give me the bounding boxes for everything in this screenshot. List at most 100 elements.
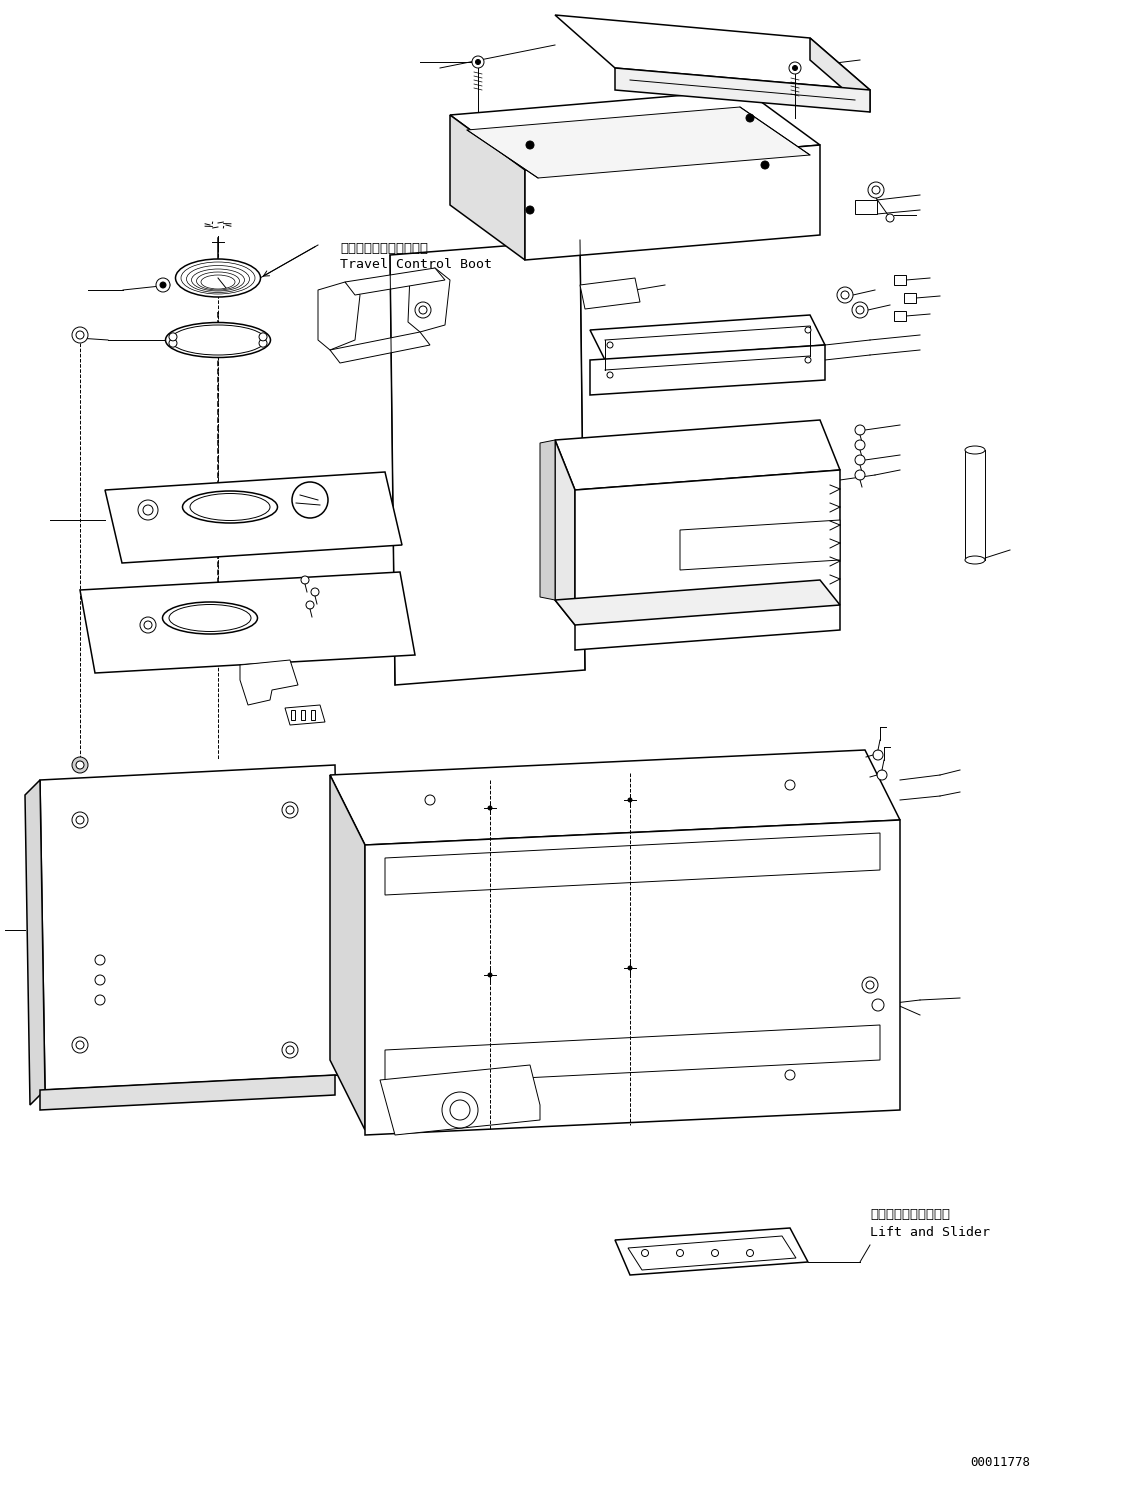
Polygon shape bbox=[385, 832, 880, 895]
Circle shape bbox=[855, 441, 865, 450]
Circle shape bbox=[450, 1100, 470, 1120]
Circle shape bbox=[877, 770, 887, 780]
Circle shape bbox=[306, 602, 314, 609]
Text: Travel Control Boot: Travel Control Boot bbox=[340, 259, 492, 271]
Polygon shape bbox=[555, 441, 575, 625]
Polygon shape bbox=[575, 471, 840, 651]
Circle shape bbox=[72, 1036, 88, 1053]
Circle shape bbox=[712, 1249, 719, 1257]
Polygon shape bbox=[330, 332, 430, 363]
Circle shape bbox=[76, 816, 84, 823]
Polygon shape bbox=[580, 278, 640, 310]
Circle shape bbox=[301, 576, 309, 584]
Polygon shape bbox=[80, 572, 415, 673]
Circle shape bbox=[287, 1045, 294, 1054]
Circle shape bbox=[837, 287, 853, 302]
Circle shape bbox=[415, 302, 431, 319]
Circle shape bbox=[442, 1091, 478, 1129]
Circle shape bbox=[785, 1071, 795, 1080]
Polygon shape bbox=[390, 240, 586, 685]
Circle shape bbox=[144, 621, 152, 628]
Circle shape bbox=[526, 141, 534, 149]
Polygon shape bbox=[380, 1065, 540, 1135]
Polygon shape bbox=[240, 660, 298, 704]
Ellipse shape bbox=[166, 323, 271, 357]
Circle shape bbox=[805, 357, 811, 363]
Circle shape bbox=[72, 328, 88, 342]
Circle shape bbox=[841, 290, 849, 299]
Ellipse shape bbox=[190, 493, 269, 521]
Polygon shape bbox=[450, 115, 525, 261]
Ellipse shape bbox=[965, 555, 985, 564]
Circle shape bbox=[259, 339, 267, 347]
Bar bbox=[291, 710, 294, 721]
Text: リフトおよびスライダ: リフトおよびスライダ bbox=[870, 1209, 951, 1221]
Circle shape bbox=[76, 761, 84, 768]
Bar bbox=[894, 275, 906, 284]
Text: 00011778: 00011778 bbox=[970, 1456, 1030, 1468]
Ellipse shape bbox=[169, 605, 251, 631]
Circle shape bbox=[856, 307, 864, 314]
Polygon shape bbox=[555, 15, 870, 89]
Polygon shape bbox=[615, 1228, 808, 1275]
Circle shape bbox=[420, 307, 428, 314]
Circle shape bbox=[259, 334, 267, 341]
Polygon shape bbox=[105, 472, 402, 563]
Polygon shape bbox=[525, 144, 820, 261]
Bar bbox=[312, 710, 315, 721]
Circle shape bbox=[140, 616, 156, 633]
Circle shape bbox=[747, 1249, 754, 1257]
Polygon shape bbox=[615, 68, 870, 112]
Polygon shape bbox=[285, 704, 325, 725]
Circle shape bbox=[292, 482, 327, 518]
Polygon shape bbox=[40, 1075, 335, 1109]
Ellipse shape bbox=[183, 491, 277, 523]
Circle shape bbox=[96, 954, 105, 965]
Circle shape bbox=[641, 1249, 648, 1257]
Polygon shape bbox=[628, 1236, 796, 1270]
Circle shape bbox=[72, 756, 88, 773]
Circle shape bbox=[868, 182, 883, 198]
Polygon shape bbox=[680, 520, 840, 570]
Polygon shape bbox=[330, 750, 901, 844]
Circle shape bbox=[96, 995, 105, 1005]
Text: Lift and Slider: Lift and Slider bbox=[870, 1225, 990, 1239]
Text: 走行コントロールブート: 走行コントロールブート bbox=[340, 241, 428, 255]
Ellipse shape bbox=[175, 259, 260, 296]
Circle shape bbox=[425, 795, 435, 806]
Circle shape bbox=[472, 57, 484, 68]
Bar bbox=[855, 200, 877, 214]
Circle shape bbox=[138, 500, 158, 520]
Circle shape bbox=[628, 966, 632, 969]
Circle shape bbox=[488, 972, 492, 977]
Polygon shape bbox=[467, 107, 810, 179]
Circle shape bbox=[855, 456, 865, 465]
Circle shape bbox=[488, 806, 492, 810]
Circle shape bbox=[607, 342, 613, 348]
Polygon shape bbox=[450, 89, 820, 170]
Circle shape bbox=[873, 750, 883, 759]
Polygon shape bbox=[810, 39, 870, 112]
Circle shape bbox=[475, 60, 481, 64]
Bar bbox=[894, 311, 906, 322]
Circle shape bbox=[607, 372, 613, 378]
Circle shape bbox=[156, 278, 171, 292]
Polygon shape bbox=[40, 765, 340, 1090]
Circle shape bbox=[169, 339, 177, 347]
Circle shape bbox=[855, 424, 865, 435]
Circle shape bbox=[72, 812, 88, 828]
Circle shape bbox=[805, 328, 811, 334]
Circle shape bbox=[886, 214, 894, 222]
Ellipse shape bbox=[171, 325, 266, 354]
Polygon shape bbox=[540, 441, 555, 600]
Ellipse shape bbox=[163, 602, 257, 634]
Circle shape bbox=[143, 505, 153, 515]
Circle shape bbox=[792, 66, 797, 70]
Circle shape bbox=[852, 302, 868, 319]
Circle shape bbox=[96, 975, 105, 986]
Circle shape bbox=[746, 115, 754, 122]
Polygon shape bbox=[330, 774, 365, 1130]
Circle shape bbox=[282, 1042, 298, 1059]
Circle shape bbox=[872, 999, 883, 1011]
Circle shape bbox=[677, 1249, 683, 1257]
